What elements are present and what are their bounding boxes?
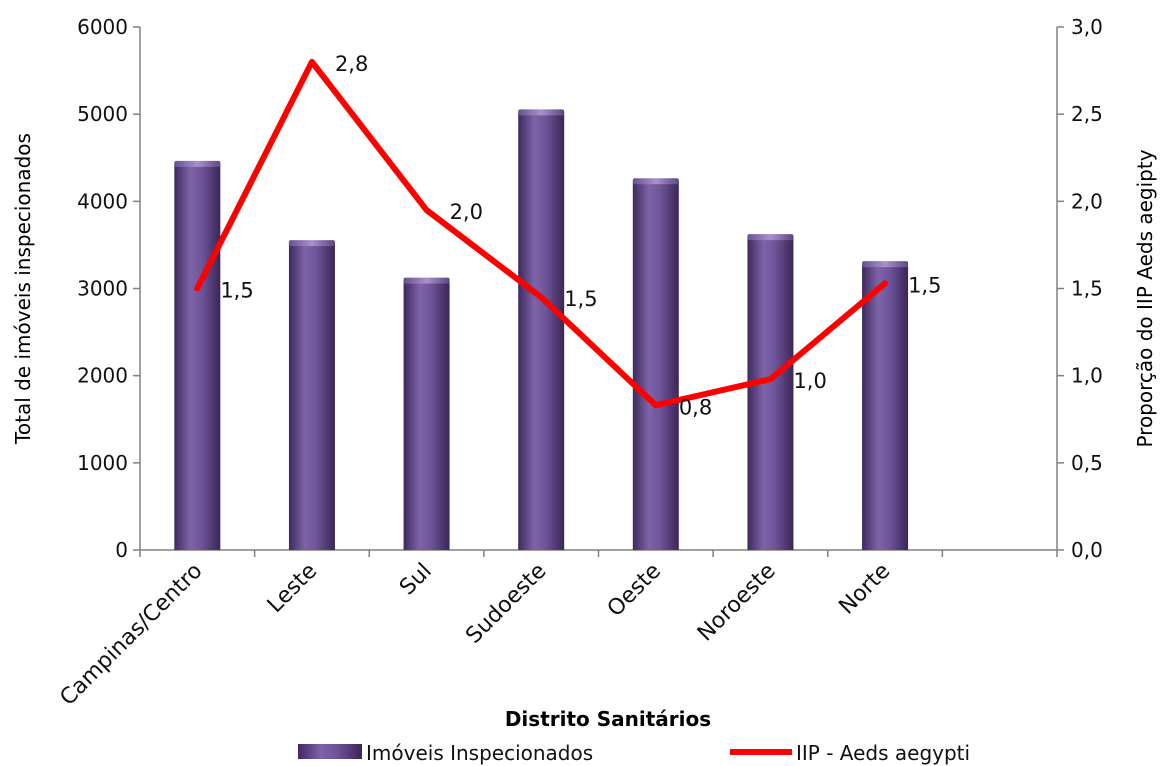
bar-top bbox=[403, 277, 450, 284]
x-tick-label: Sul bbox=[395, 559, 437, 601]
bar bbox=[632, 181, 679, 550]
x-tick-label: Oeste bbox=[603, 559, 666, 622]
bar-top bbox=[174, 160, 221, 167]
x-tick-label: Sudoeste bbox=[461, 559, 551, 649]
axes: 0 1000 2000 3000 4000 5000 6000 0,0 0,5 1,0 1,5 2,0… bbox=[11, 15, 1157, 731]
line-series bbox=[194, 58, 889, 409]
y2-tick-label: 3,0 bbox=[1071, 15, 1103, 39]
y-tick-label: 1000 bbox=[77, 451, 128, 475]
data-point bbox=[884, 282, 887, 285]
bar-top bbox=[747, 234, 794, 241]
y2-tick-label: 0,5 bbox=[1071, 451, 1103, 475]
data-label: 1,5 bbox=[220, 279, 253, 303]
x-axis-title: Distrito Sanitários bbox=[505, 707, 711, 731]
y-tick-label: 6000 bbox=[77, 15, 128, 39]
bar-series bbox=[174, 109, 909, 551]
bar bbox=[288, 243, 335, 550]
data-label: 1,0 bbox=[793, 369, 826, 393]
y-tick-label: 0 bbox=[115, 538, 128, 562]
y2-tick-label: 1,5 bbox=[1071, 277, 1103, 301]
bar bbox=[747, 237, 794, 551]
bar bbox=[174, 163, 221, 550]
y2-tick-label: 2,5 bbox=[1071, 102, 1103, 126]
legend-swatch-bar bbox=[298, 744, 362, 759]
x-tick-label: Leste bbox=[263, 559, 322, 618]
y2-axis-title: Proporção do IIP Aeds aegipty bbox=[1133, 149, 1157, 447]
x-tick-label: Noroeste bbox=[693, 559, 781, 647]
bar-top bbox=[862, 261, 909, 268]
y-tick-label: 4000 bbox=[77, 189, 128, 213]
data-label: 1,5 bbox=[908, 273, 941, 297]
data-point bbox=[540, 296, 543, 299]
data-label: 0,8 bbox=[679, 395, 712, 419]
bar bbox=[518, 112, 565, 550]
bar bbox=[403, 280, 450, 550]
y-tick-label: 2000 bbox=[77, 364, 128, 388]
x-tick-label: Norte bbox=[834, 559, 895, 620]
data-point bbox=[196, 287, 199, 290]
bar-top bbox=[518, 109, 565, 116]
y-tick-label: 5000 bbox=[77, 102, 128, 126]
data-label: 2,0 bbox=[450, 200, 483, 224]
data-label: 2,8 bbox=[335, 52, 368, 76]
bar-top bbox=[632, 178, 679, 185]
legend: Imóveis Inspecionados IIP - Aeds aegypti bbox=[298, 741, 970, 765]
bar-top bbox=[288, 240, 335, 247]
bar bbox=[862, 264, 909, 550]
y-tick-label: 3000 bbox=[77, 277, 128, 301]
data-point bbox=[654, 404, 657, 407]
data-label: 1,5 bbox=[564, 287, 597, 311]
y2-tick-label: 2,0 bbox=[1071, 189, 1103, 213]
y2-tick-label: 0,0 bbox=[1071, 538, 1103, 562]
x-tick-label: Campinas/Centro bbox=[55, 559, 207, 711]
data-point bbox=[769, 378, 772, 381]
y2-tick-label: 1,0 bbox=[1071, 364, 1103, 388]
legend-label-line: IIP - Aeds aegypti bbox=[796, 741, 970, 765]
data-point bbox=[425, 209, 428, 212]
y-axis-title: Total de imóveis inspecionados bbox=[11, 133, 35, 445]
data-point bbox=[310, 60, 313, 63]
legend-label-bar: Imóveis Inspecionados bbox=[366, 741, 593, 765]
